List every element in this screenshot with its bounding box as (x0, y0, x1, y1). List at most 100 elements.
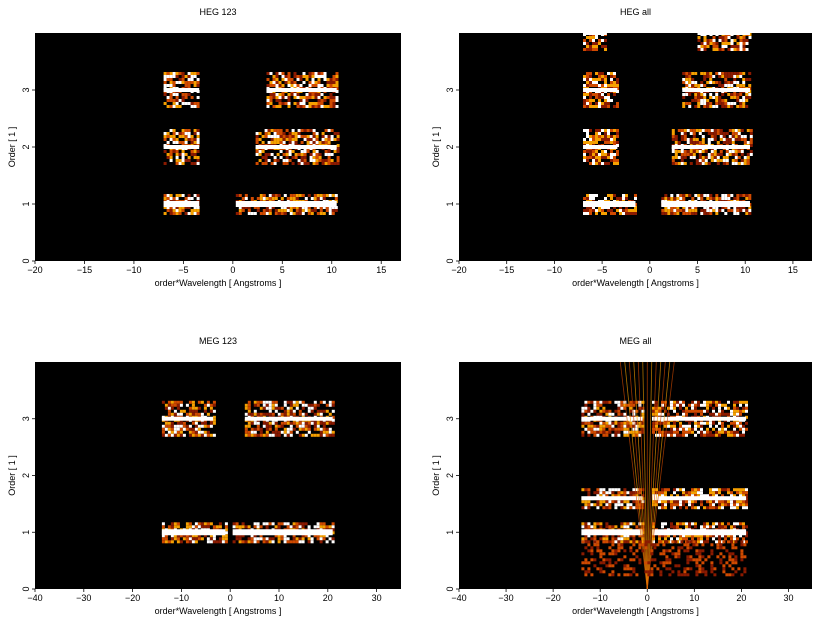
heatmap-cell (622, 209, 625, 212)
heatmap-cell (625, 209, 628, 212)
heatmap-cell (322, 433, 326, 437)
heatmap-cell (709, 102, 713, 105)
heatmap-cell (635, 573, 639, 577)
heatmap-cell (316, 433, 320, 437)
heatmap-cell (247, 540, 251, 544)
heatmap-cell (701, 159, 705, 162)
heatmap-cell (163, 81, 167, 84)
heatmap-cell (305, 105, 309, 108)
heatmap-cell (267, 132, 271, 135)
heatmap-cell (652, 491, 655, 495)
heatmap-cell (662, 549, 666, 553)
heatmap-cell (683, 543, 687, 547)
heatmap-cell (593, 522, 597, 526)
heatmap-cell (622, 194, 625, 197)
heatmap-cell (604, 27, 607, 30)
heatmap-cell (278, 81, 282, 84)
heatmap-cell (268, 197, 272, 200)
heatmap-cell (617, 543, 621, 547)
heatmap-cell (596, 540, 600, 544)
heatmap-cell (745, 209, 749, 212)
heatmap-cell (184, 129, 188, 132)
heatmap-cell (706, 194, 710, 197)
heatmap-cell (598, 206, 601, 209)
heatmap-cell (307, 537, 311, 541)
heatmap-cell (286, 430, 290, 434)
heatmap-cell (709, 78, 713, 81)
heatmap-cell (262, 194, 266, 197)
heatmap-cell (295, 206, 299, 209)
heatmap-cell (688, 105, 692, 108)
heatmap-cell (184, 93, 188, 96)
heatmap-cell (697, 194, 701, 197)
heatmap-cell (698, 129, 702, 132)
heatmap-cell (683, 138, 687, 141)
heatmap-cell (592, 45, 595, 48)
heatmap-cell (610, 150, 613, 153)
heatmap-cell (206, 537, 210, 541)
heatmap-cell (281, 84, 285, 87)
heatmap-cell (604, 39, 607, 42)
heatmap-cell (593, 525, 597, 529)
heatmap-cell (587, 412, 591, 416)
heatmap-cell (604, 150, 607, 153)
heatmap-cell (722, 156, 726, 159)
heatmap-cell (676, 488, 679, 492)
heatmap-cell (700, 491, 703, 495)
heatmap-cell (280, 406, 284, 410)
heatmap-cell (295, 194, 299, 197)
heatmap-cell (616, 135, 619, 138)
heatmap-cell (605, 506, 609, 510)
heatmap-cell (745, 39, 749, 42)
heatmap-cell (253, 409, 257, 413)
heatmap-cell (694, 421, 697, 425)
heatmap-cell (218, 522, 222, 526)
heatmap-cell (295, 430, 299, 434)
heatmap-cell (288, 141, 292, 144)
heatmap-cell (730, 194, 734, 197)
heatmap-cell (275, 84, 279, 87)
heatmap-cell (718, 534, 721, 538)
heatmap-cell (328, 430, 332, 434)
heatmap-cell (715, 206, 719, 209)
heatmap-cell (590, 503, 594, 507)
heatmap-cell (607, 162, 610, 165)
heatmap-cell (617, 433, 621, 437)
order-core-line (232, 529, 333, 536)
heatmap-cell (730, 430, 733, 434)
heatmap-cell (686, 141, 690, 144)
heatmap-cell (247, 421, 251, 425)
heatmap-cell (280, 212, 284, 215)
heatmap-cell (289, 409, 293, 413)
heatmap-cell (673, 427, 676, 431)
heatmap-cell (598, 159, 601, 162)
heatmap-cell (740, 549, 744, 553)
heatmap-cell (616, 197, 619, 200)
heatmap-cell (169, 78, 173, 81)
heatmap-cell (196, 156, 200, 159)
heatmap-cell (599, 427, 603, 431)
heatmap-cell (736, 491, 739, 495)
heatmap-cell (710, 30, 713, 33)
heatmap-cell (308, 75, 312, 78)
heatmap-cell (289, 400, 293, 404)
heatmap-cell (610, 159, 613, 162)
heatmap-cell (315, 153, 319, 156)
x-tick-label: −40 (451, 593, 466, 603)
heatmap-cell (685, 78, 689, 81)
heatmap-cell (599, 570, 603, 574)
heatmap-cell (197, 412, 201, 416)
heatmap-cell (163, 197, 167, 200)
heatmap-cell (698, 564, 702, 568)
heatmap-cell (664, 197, 668, 200)
heatmap-cell (334, 209, 338, 212)
heatmap-cell (185, 537, 189, 541)
heatmap-cell (605, 433, 609, 437)
heatmap-cell (604, 138, 607, 141)
heatmap-cell (286, 197, 290, 200)
heatmap-cell (701, 567, 705, 571)
heatmap-cell (172, 129, 176, 132)
heatmap-cell (616, 153, 619, 156)
heatmap-cell (200, 421, 204, 425)
heatmap-cell (727, 75, 731, 78)
